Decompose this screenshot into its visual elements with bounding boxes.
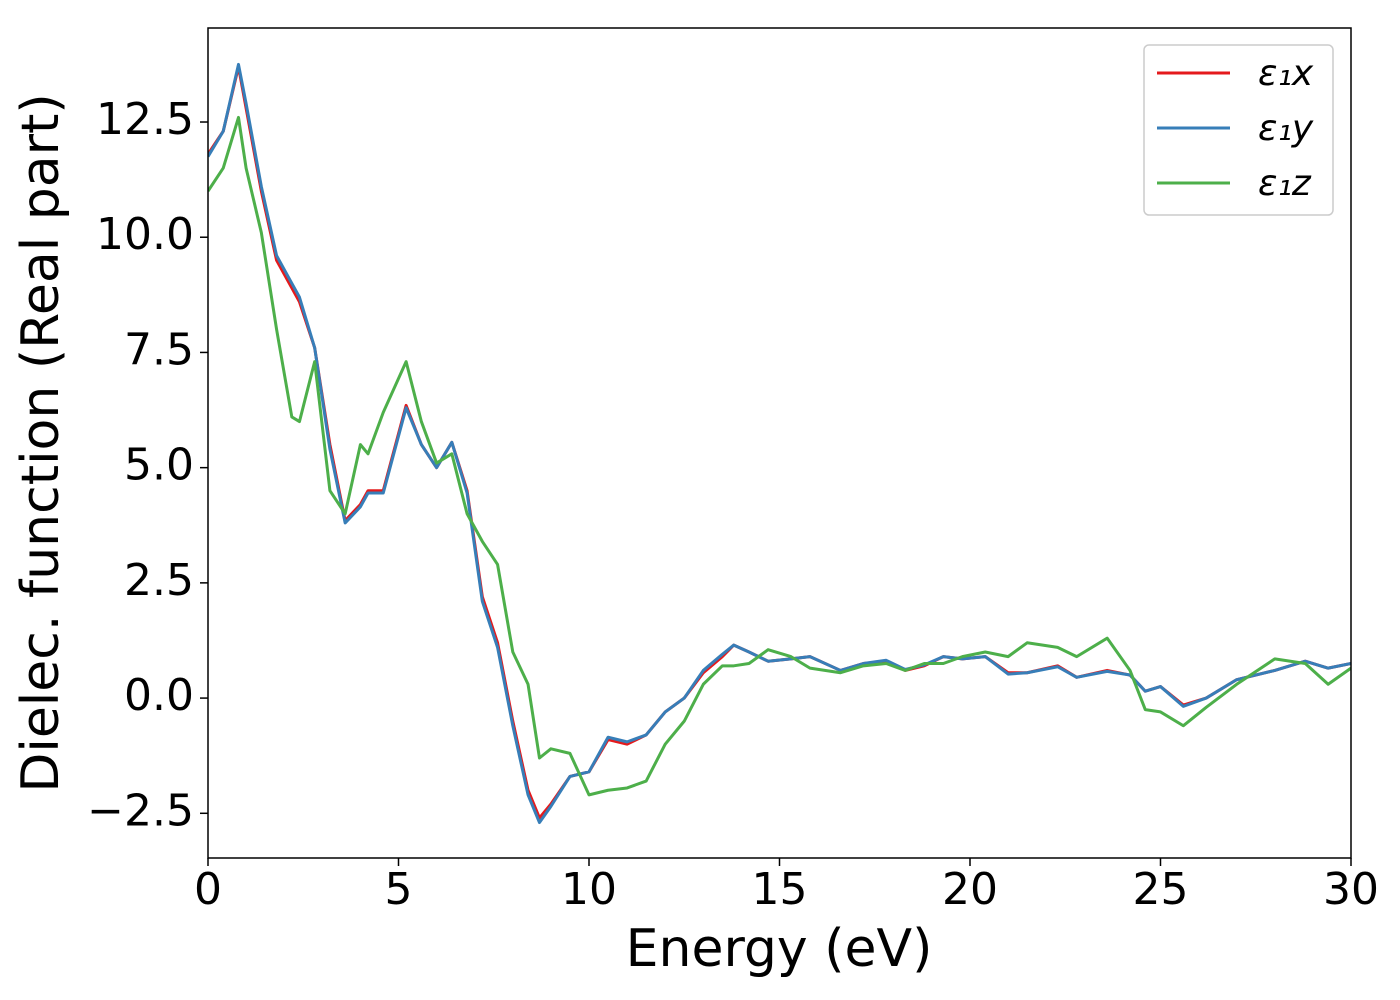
x-tick-label: 20	[942, 864, 998, 915]
x-tick-label: 25	[1133, 864, 1189, 915]
y-tick-label: −2.5	[87, 785, 194, 836]
x-tick-label: 10	[561, 864, 617, 915]
y-tick-label: 10.0	[96, 209, 194, 260]
y-axis-label: Dielec. function (Real part)	[11, 93, 71, 792]
y-tick-label: 5.0	[124, 440, 194, 491]
x-tick-label: 15	[752, 864, 808, 915]
x-tick-label: 0	[194, 864, 222, 915]
y-tick-label: 7.5	[124, 324, 194, 375]
y-tick-label: 0.0	[124, 670, 194, 721]
x-tick-label: 5	[385, 864, 413, 915]
series-line	[208, 62, 1351, 825]
legend-label: ε₁z	[1258, 163, 1312, 204]
series-line	[208, 115, 1351, 797]
y-tick-label: 12.5	[96, 94, 194, 145]
legend-label: ε₁y	[1258, 108, 1314, 149]
legend-label: ε₁x	[1258, 53, 1314, 94]
legend-box	[1143, 44, 1334, 216]
y-tick-label: 2.5	[124, 555, 194, 606]
plot-frame	[207, 27, 1352, 859]
x-axis-label: Energy (eV)	[626, 919, 933, 979]
x-tick-label: 30	[1323, 864, 1379, 915]
